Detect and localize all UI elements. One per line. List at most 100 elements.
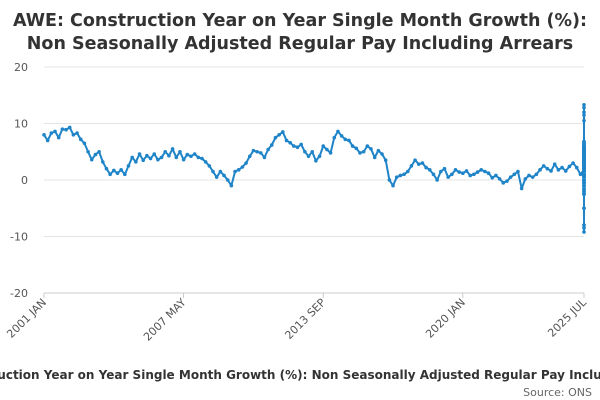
data-point[interactable]: [159, 155, 164, 160]
data-point[interactable]: [582, 145, 586, 150]
data-point[interactable]: [141, 158, 145, 163]
data-point[interactable]: [251, 148, 256, 153]
data-point[interactable]: [582, 206, 586, 211]
data-point[interactable]: [306, 154, 311, 159]
data-point[interactable]: [549, 169, 553, 173]
data-point[interactable]: [582, 103, 586, 107]
data-point[interactable]: [163, 149, 168, 154]
data-point[interactable]: [123, 172, 127, 177]
data-point[interactable]: [398, 173, 403, 178]
data-point[interactable]: [288, 140, 292, 145]
data-point[interactable]: [582, 161, 586, 165]
data-point[interactable]: [578, 172, 583, 177]
data-point[interactable]: [556, 168, 561, 172]
data-point[interactable]: [192, 152, 197, 156]
data-point[interactable]: [343, 137, 348, 142]
data-point[interactable]: [582, 155, 586, 160]
data-point[interactable]: [56, 135, 61, 140]
data-point[interactable]: [365, 144, 370, 148]
data-point[interactable]: [170, 147, 175, 151]
data-point[interactable]: [82, 141, 87, 146]
data-point[interactable]: [383, 158, 388, 163]
data-point[interactable]: [339, 134, 344, 138]
data-point[interactable]: [560, 165, 564, 170]
data-point[interactable]: [218, 169, 223, 174]
data-point[interactable]: [115, 171, 120, 176]
data-point[interactable]: [354, 146, 359, 151]
data-point[interactable]: [369, 147, 373, 151]
data-point[interactable]: [303, 149, 307, 154]
data-point[interactable]: [450, 172, 454, 177]
data-point[interactable]: [567, 164, 572, 169]
data-point[interactable]: [439, 169, 443, 174]
data-point[interactable]: [152, 152, 157, 156]
data-point[interactable]: [75, 131, 79, 135]
data-point[interactable]: [479, 168, 484, 172]
data-point[interactable]: [582, 181, 586, 185]
data-point[interactable]: [134, 160, 138, 164]
data-point[interactable]: [497, 177, 502, 181]
data-point[interactable]: [468, 173, 473, 178]
data-point[interactable]: [119, 168, 123, 172]
data-point[interactable]: [89, 157, 94, 162]
data-point[interactable]: [361, 149, 366, 154]
data-point[interactable]: [156, 157, 160, 162]
data-point[interactable]: [60, 127, 65, 131]
data-point[interactable]: [582, 158, 586, 163]
data-point[interactable]: [472, 172, 476, 177]
data-point[interactable]: [582, 223, 586, 227]
data-point[interactable]: [490, 175, 495, 180]
data-point[interactable]: [86, 149, 90, 154]
data-point[interactable]: [582, 183, 586, 188]
data-point[interactable]: [174, 155, 179, 160]
data-point[interactable]: [189, 154, 193, 159]
data-point[interactable]: [100, 160, 105, 164]
data-point[interactable]: [71, 133, 76, 137]
data-point[interactable]: [464, 169, 469, 173]
data-point[interactable]: [258, 151, 263, 155]
data-point[interactable]: [64, 127, 68, 132]
data-point[interactable]: [295, 145, 300, 150]
data-point[interactable]: [394, 175, 399, 179]
data-point[interactable]: [281, 130, 285, 134]
data-point[interactable]: [413, 158, 417, 163]
data-point[interactable]: [273, 135, 278, 140]
data-point[interactable]: [420, 161, 425, 165]
data-point[interactable]: [582, 118, 586, 123]
data-point[interactable]: [582, 105, 586, 110]
data-point[interactable]: [148, 156, 153, 161]
data-point[interactable]: [233, 169, 237, 174]
data-point[interactable]: [402, 172, 406, 177]
data-point[interactable]: [207, 164, 212, 168]
data-point[interactable]: [97, 149, 101, 154]
data-point[interactable]: [582, 230, 586, 234]
data-point[interactable]: [222, 173, 226, 178]
data-point[interactable]: [240, 165, 245, 169]
data-point[interactable]: [236, 168, 241, 172]
data-point[interactable]: [214, 175, 219, 179]
data-point[interactable]: [181, 157, 186, 162]
data-point[interactable]: [178, 149, 182, 154]
data-point[interactable]: [387, 178, 392, 182]
data-point[interactable]: [262, 155, 267, 160]
data-point[interactable]: [582, 164, 586, 168]
data-point[interactable]: [427, 168, 432, 172]
data-point[interactable]: [582, 113, 586, 117]
data-point[interactable]: [505, 179, 509, 183]
data-point[interactable]: [453, 168, 458, 172]
data-point[interactable]: [405, 169, 410, 174]
data-point[interactable]: [53, 129, 57, 134]
data-point[interactable]: [347, 138, 351, 143]
data-point[interactable]: [45, 138, 50, 143]
data-point[interactable]: [582, 152, 586, 157]
data-point[interactable]: [328, 151, 333, 155]
data-point[interactable]: [545, 166, 550, 171]
data-point[interactable]: [519, 186, 524, 191]
data-point[interactable]: [512, 172, 517, 177]
data-point[interactable]: [435, 178, 439, 182]
data-point[interactable]: [42, 133, 46, 137]
data-point[interactable]: [137, 152, 142, 156]
data-point[interactable]: [530, 175, 535, 179]
data-point[interactable]: [538, 168, 542, 172]
data-point[interactable]: [574, 165, 579, 170]
